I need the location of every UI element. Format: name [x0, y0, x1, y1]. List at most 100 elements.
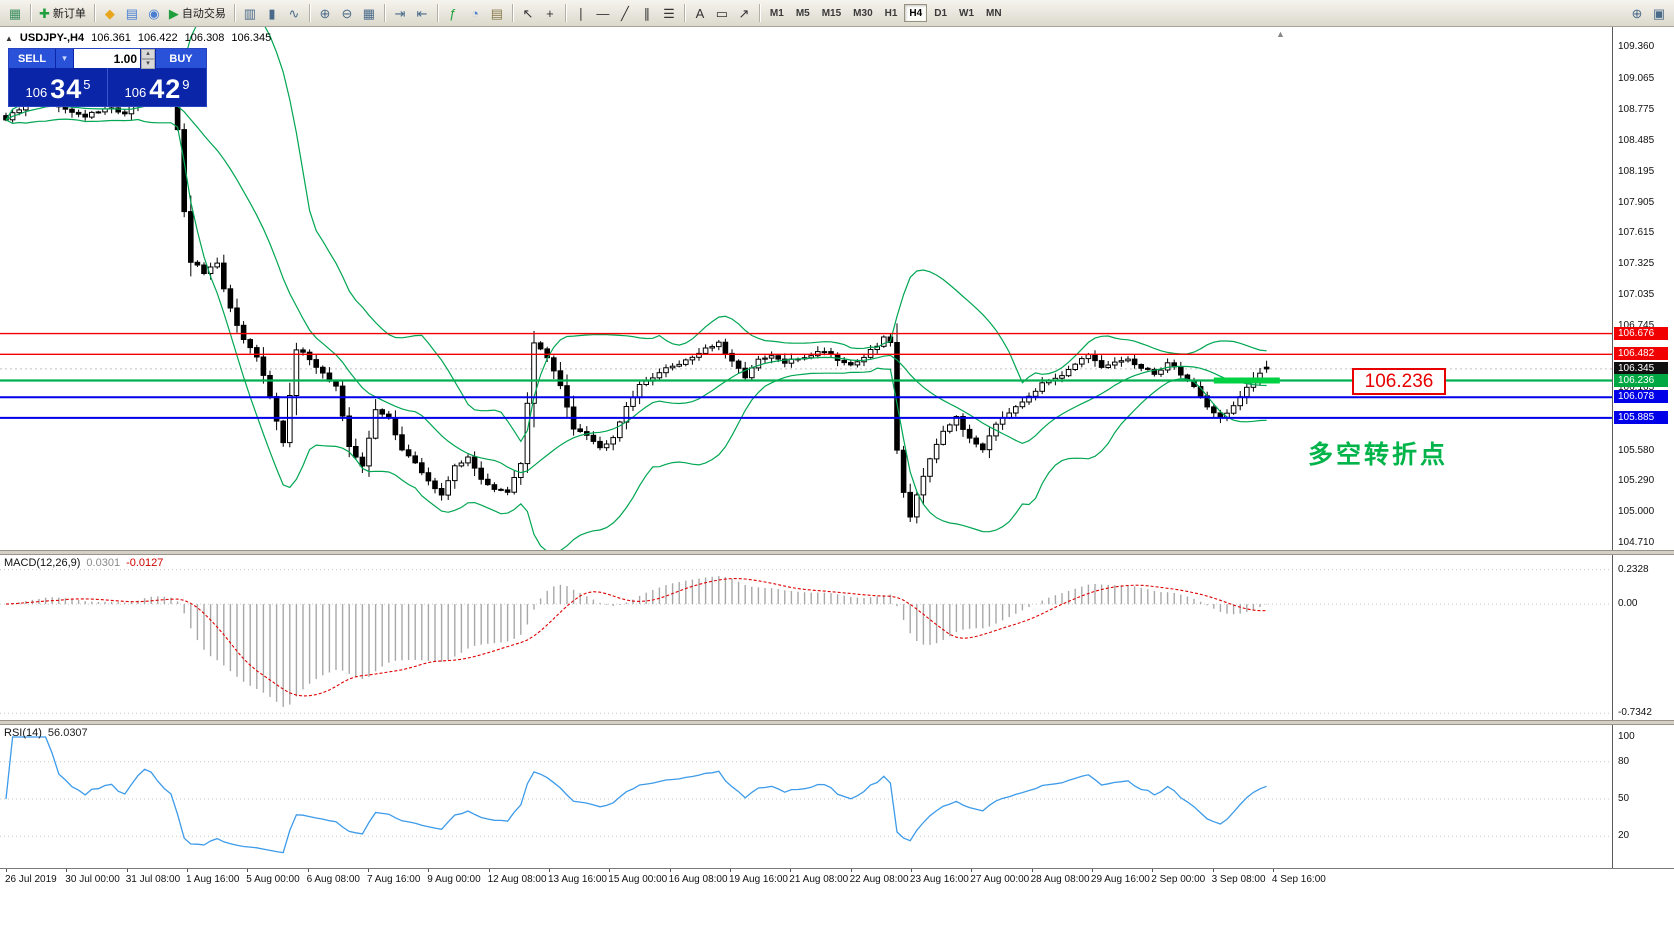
price-tick: 108.485 [1618, 134, 1655, 146]
time-tick [1272, 869, 1274, 872]
time-tick [187, 869, 188, 872]
price-chart-canvas[interactable] [0, 27, 1612, 550]
search-icon-glyph: ⊕ [1631, 5, 1643, 21]
price-annotation-box[interactable]: 106.236 [1352, 368, 1446, 395]
timeframe-mn-button[interactable]: MN [986, 7, 1002, 19]
favorites-icon[interactable]: ◆ [99, 2, 121, 24]
text-label-icon[interactable]: ▭ [711, 2, 733, 24]
chart-shift-marker[interactable]: ▲ [1276, 29, 1285, 39]
timeframe-m5-button[interactable]: M5 [795, 7, 810, 19]
buy-button[interactable]: BUY [156, 49, 206, 68]
periods-icon[interactable]: ◔ [464, 2, 486, 24]
candlestick-chart-icon[interactable]: ▮ [261, 2, 283, 24]
vertical-line-icon[interactable]: ∣ [570, 2, 592, 24]
price-tick: 104.710 [1618, 537, 1655, 549]
chart-window-icon[interactable]: ▦ [4, 2, 26, 24]
price-tick: 106.745 [1618, 320, 1654, 331]
price-badge: 106.482 [1614, 347, 1668, 361]
volume-down-button[interactable]: ▾ [141, 59, 155, 69]
tile-windows-icon-glyph: ▦ [362, 5, 376, 21]
volume-up-button[interactable]: ▴ [141, 49, 155, 59]
ohlc-low: 106.308 [184, 32, 225, 44]
price-tick: 108.195 [1618, 165, 1655, 177]
chart-shift-icon-glyph: ⇤ [416, 5, 428, 21]
time-tick [790, 869, 792, 872]
tile-windows-icon[interactable]: ▦ [358, 2, 380, 24]
chart-shift-icon[interactable]: ⇤ [411, 2, 433, 24]
symbol-period-label: USDJPY-,H4 [19, 32, 85, 44]
crosshair-icon[interactable]: + [539, 2, 561, 24]
timeframe-h1-button[interactable]: H1 [884, 7, 898, 19]
line-chart-icon-glyph: ∿ [288, 5, 300, 21]
panel-splitter-macd[interactable] [0, 550, 1674, 555]
market-watch-icon[interactable]: ▤ [121, 2, 143, 24]
horizontal-line-icon[interactable]: ― [592, 2, 614, 24]
main-chart-panel[interactable]: ▲ USDJPY-,H4 106.361 106.422 106.308 106… [0, 27, 1612, 550]
time-axis[interactable]: 26 Jul 2019 30 Jul 00:00 31 Jul 08:00 1 Aug… [0, 868, 1674, 894]
arrows-icon[interactable]: ↗ [733, 2, 755, 24]
bar-chart-icon[interactable]: ▥ [239, 2, 261, 24]
window-layout-icon[interactable]: ▣ [1648, 2, 1670, 24]
auto-scroll-icon[interactable]: ⇥ [389, 2, 411, 24]
time-label: 9 Aug 00:00 [427, 874, 481, 885]
fibonacci-icon[interactable]: ☰ [658, 2, 680, 24]
price-tick: 105.000 [1618, 506, 1655, 518]
symbol-marker-icon: ▲ [5, 33, 13, 43]
time-label: 30 Jul 00:00 [65, 874, 120, 885]
time-tick [850, 869, 852, 872]
new-order-button-label: 新订单 [52, 8, 86, 20]
turning-point-label[interactable]: 多空转折点 [1308, 441, 1449, 469]
text-icon[interactable]: A [689, 2, 711, 24]
time-tick [549, 869, 550, 872]
time-label: 4 Sep 16:00 [1271, 874, 1326, 885]
line-chart-icon[interactable]: ∿ [283, 2, 305, 24]
timeframe-d1-button[interactable]: D1 [934, 7, 948, 19]
new-order-button[interactable]: ✚ 新订单 [35, 2, 90, 24]
toolbar-separator [308, 4, 310, 22]
buy-price-big: 42 [149, 74, 182, 104]
sell-price-display[interactable]: 106 34 5 [9, 68, 107, 106]
toolbar-separator [683, 4, 685, 22]
rsi-canvas[interactable] [0, 725, 1612, 868]
time-label: 1 Aug 16:00 [186, 874, 240, 885]
time-label: 22 Aug 08:00 [849, 874, 909, 885]
timeframe-m1-button[interactable]: M1 [769, 7, 784, 19]
timeframe-m15-button[interactable]: M15 [821, 7, 842, 19]
timeframe-h4-button[interactable]: H4 [904, 4, 928, 22]
chart-window: ▲ USDJPY-,H4 106.361 106.422 106.308 106… [0, 27, 1674, 950]
time-tick [488, 869, 490, 872]
trendline-icon[interactable]: ╱ [614, 2, 636, 24]
vertical-line-icon-glyph: ∣ [577, 5, 585, 21]
candlestick-chart-icon-glyph: ▮ [268, 5, 276, 21]
order-dropdown-button[interactable]: ▾ [56, 49, 73, 68]
timeframe-m30-button[interactable]: M30 [853, 7, 873, 19]
data-window-icon[interactable]: ◉ [143, 2, 165, 24]
templates-icon[interactable]: ▤ [486, 2, 508, 24]
zoom-out-icon[interactable]: ⊖ [336, 2, 358, 24]
price-scale[interactable]: 109.360 109.065 108.775 108.485 108.195 107.9… [1612, 27, 1674, 868]
rsi-panel[interactable]: RSI(14) 56.0307 [0, 725, 1612, 868]
timeframe-w1-button[interactable]: W1 [959, 7, 975, 19]
time-label: 31 Jul 08:00 [125, 874, 181, 885]
zoom-in-icon[interactable]: ⊕ [314, 2, 336, 24]
search-icon[interactable]: ⊕ [1626, 2, 1648, 24]
indicators-icon[interactable]: ƒ [442, 2, 464, 24]
cursor-icon[interactable]: ↖ [517, 2, 539, 24]
price-tick: 106.165 [1618, 382, 1655, 394]
channel-icon[interactable]: ∥ [636, 2, 658, 24]
macd-scale-label: 0.00 [1618, 598, 1638, 610]
autotrading-button[interactable]: ▶ 自动交易 [165, 2, 230, 24]
text-icon-glyph: A [695, 5, 705, 21]
macd-canvas[interactable] [0, 555, 1612, 720]
time-tick [669, 869, 671, 872]
volume-input[interactable]: 1.00 [74, 49, 140, 68]
time-label: 21 Aug 08:00 [789, 874, 849, 885]
periods-icon-glyph: ◔ [470, 5, 479, 21]
panel-splitter-rsi[interactable] [0, 720, 1674, 725]
sell-button[interactable]: SELL [9, 49, 55, 68]
buy-price-display[interactable]: 106 42 9 [108, 68, 206, 106]
time-label: 29 Aug 16:00 [1090, 874, 1150, 885]
macd-panel[interactable]: MACD(12,26,9) 0.0301 -0.0127 [0, 555, 1612, 720]
buy-price-prefix: 106 [124, 85, 147, 100]
indicators-icon-glyph: ƒ [449, 5, 457, 21]
